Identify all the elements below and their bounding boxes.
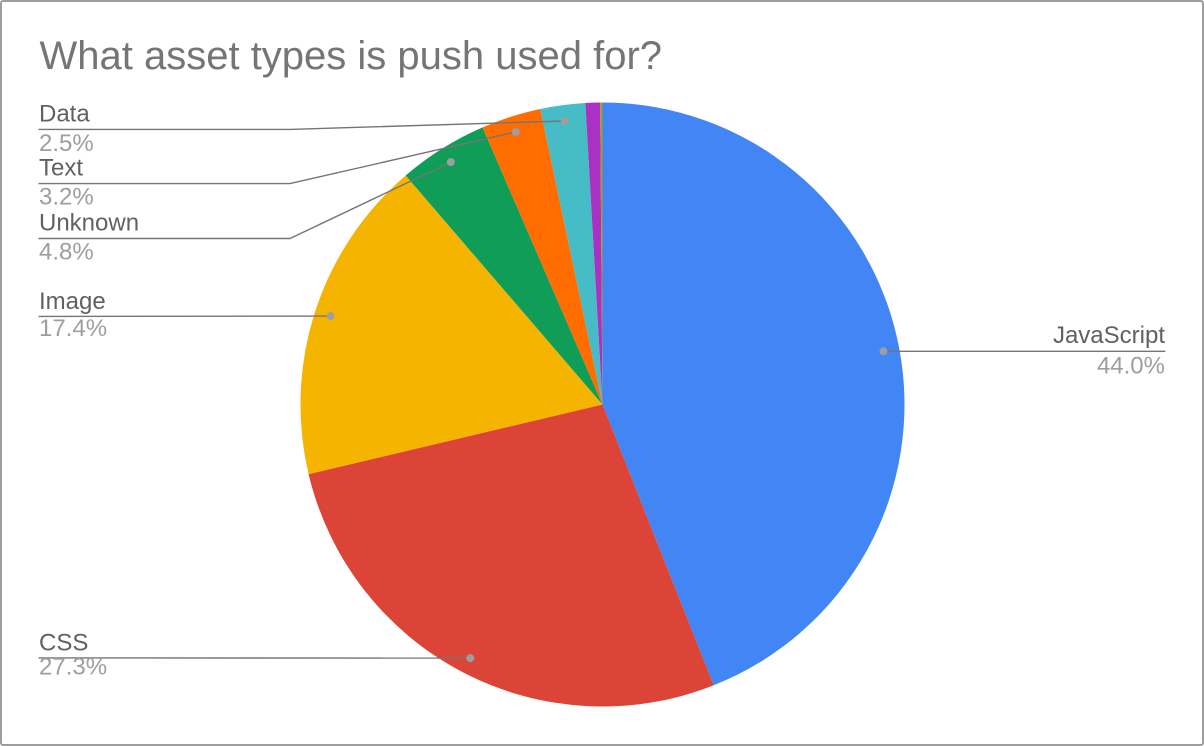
svg-text:Image: Image: [39, 288, 106, 315]
svg-text:What asset types is push used: What asset types is push used for?: [40, 34, 663, 78]
svg-text:3.2%: 3.2%: [39, 184, 94, 211]
svg-text:Text: Text: [39, 155, 83, 182]
svg-text:44.0%: 44.0%: [1097, 353, 1165, 380]
svg-text:4.8%: 4.8%: [39, 239, 94, 266]
svg-text:Unknown: Unknown: [39, 210, 139, 237]
svg-text:17.4%: 17.4%: [39, 315, 107, 342]
svg-text:Data: Data: [39, 101, 90, 128]
svg-text:CSS: CSS: [39, 629, 88, 656]
svg-text:JavaScript: JavaScript: [1053, 322, 1165, 349]
svg-text:2.5%: 2.5%: [39, 130, 94, 157]
svg-text:27.3%: 27.3%: [39, 654, 107, 681]
